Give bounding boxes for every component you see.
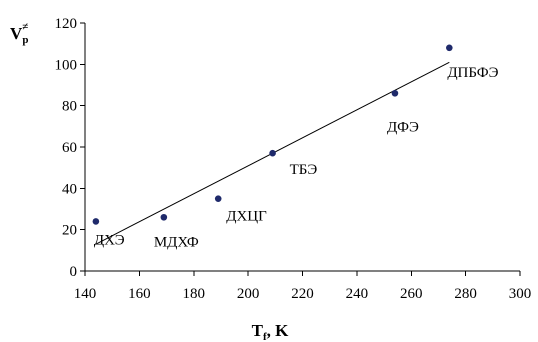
axes: 0 20 40 60 80 100 120 140 160 180 200 220 240 260 280 3… xyxy=(55,16,532,302)
point-label: ТБЭ xyxy=(290,162,318,178)
data-point xyxy=(92,218,100,225)
x-tick-label: 280 xyxy=(454,286,477,302)
x-tick-label: 160 xyxy=(128,286,151,302)
y-axis-label: V≠ p xyxy=(10,21,28,46)
data-point xyxy=(269,149,276,157)
y-tick-label: 80 xyxy=(62,99,77,115)
y-tick-label: 120 xyxy=(55,16,78,32)
point-label: ДПБФЭ xyxy=(447,65,498,81)
point-label: МДХФ xyxy=(154,234,199,250)
data-points: ДХЭ МДХФ ДХЦГ ТБЭ ДФЭ ДПБФЭ xyxy=(92,44,499,250)
point-label: ДФЭ xyxy=(387,119,419,135)
x-tick-label: 200 xyxy=(237,286,260,302)
y-tick-label: 40 xyxy=(62,181,77,197)
data-point xyxy=(391,89,399,97)
data-point xyxy=(446,44,453,52)
point-label: ДХЦГ xyxy=(226,209,267,225)
x-axis-label: Tf, K xyxy=(252,321,290,342)
y-tick-label: 20 xyxy=(62,223,77,239)
x-tick-label: 140 xyxy=(74,286,97,302)
x-tick-label: 180 xyxy=(183,286,206,302)
x-tick-label: 300 xyxy=(509,286,532,302)
data-point xyxy=(160,213,168,221)
y-tick-label: 60 xyxy=(62,140,77,156)
data-point xyxy=(214,195,222,202)
x-tick-label: 240 xyxy=(346,286,369,302)
x-tick-label: 220 xyxy=(291,286,314,302)
x-tick-label: 260 xyxy=(400,286,423,302)
y-tick-label: 100 xyxy=(55,57,78,73)
point-label: ДХЭ xyxy=(94,232,125,248)
y-tick-label: 0 xyxy=(70,264,78,280)
